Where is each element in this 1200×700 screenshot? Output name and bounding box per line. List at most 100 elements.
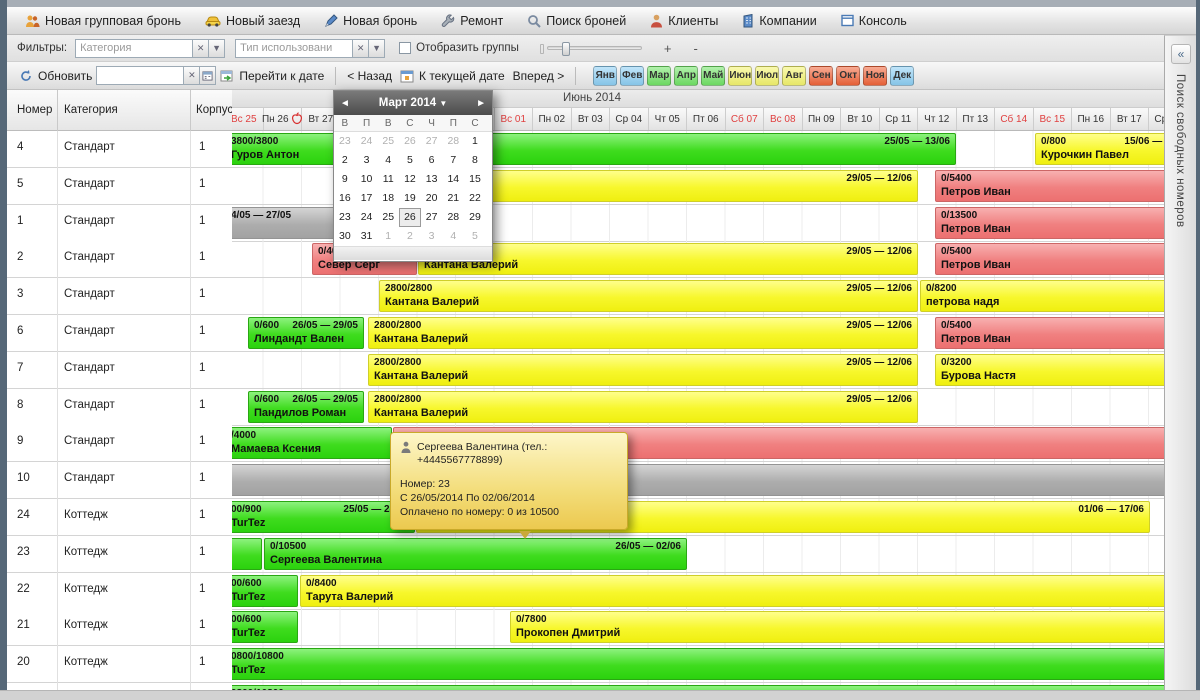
booking-bar[interactable]: 4/05 — 27/05 — [232, 206, 341, 239]
calendar-title[interactable]: Март 2014 ▼ — [378, 97, 448, 109]
calendar-selected-day[interactable]: 26 — [399, 208, 421, 227]
toolbar-button-clients[interactable]: Клиенты — [646, 12, 722, 30]
calendar-day[interactable]: 11 — [382, 173, 394, 185]
calendar-day[interactable]: 28 — [447, 135, 460, 147]
date-header-cell[interactable]: Вт 03 — [572, 108, 610, 130]
toolbar-button-search-bookings[interactable]: Поиск броней — [523, 12, 630, 30]
show-groups-checkbox[interactable] — [399, 42, 412, 54]
calendar-day[interactable]: 3 — [428, 230, 435, 242]
booking-bar[interactable] — [232, 464, 1164, 497]
month-button-авг[interactable]: Авг — [782, 65, 807, 86]
date-header-cell[interactable]: Пн 09 — [803, 108, 841, 130]
calendar-day[interactable]: 12 — [404, 173, 416, 185]
month-button-фев[interactable]: Фев — [620, 65, 645, 86]
calendar-day[interactable]: 8 — [472, 154, 478, 166]
month-button-мар[interactable]: Мар — [647, 65, 672, 86]
calendar-day[interactable]: 4 — [450, 230, 457, 242]
toolbar-button-repair[interactable]: Ремонт — [437, 12, 507, 30]
room-row-8[interactable]: 8 Стандарт 1 — [7, 388, 232, 426]
toolbar-button-new-booking[interactable]: Новая бронь — [320, 12, 421, 30]
calendar-day[interactable]: 24 — [360, 135, 373, 147]
calendar-day[interactable]: 2 — [341, 154, 348, 166]
calendar-day[interactable]: 31 — [360, 230, 373, 242]
back-button[interactable]: < Назад — [347, 68, 392, 83]
room-row-20[interactable]: 20 Коттедж 1 — [7, 646, 232, 684]
toolbar-button-companies[interactable]: Компании — [738, 12, 820, 30]
column-header-number[interactable]: Номер — [17, 104, 53, 116]
calendar-day[interactable]: 18 — [382, 192, 395, 204]
category-filter-input[interactable]: Категория — [75, 38, 194, 58]
month-button-янв[interactable]: Янв — [593, 65, 618, 86]
calendar-icon[interactable] — [200, 66, 217, 85]
zoom-slider[interactable] — [539, 42, 642, 56]
collapse-panel-icon[interactable]: « — [1171, 44, 1191, 64]
booking-bar[interactable]: 0/3200 Бурова Настя — [935, 353, 1164, 386]
refresh-button[interactable]: Обновить — [15, 67, 96, 85]
calendar-day[interactable]: 24 — [360, 211, 373, 223]
calendar-day[interactable]: 14 — [447, 173, 460, 185]
calendar-day[interactable]: 17 — [360, 192, 373, 204]
free-rooms-panel[interactable]: « Поиск свободных номеров — [1164, 35, 1196, 690]
room-row-1[interactable]: 1 Стандарт 1 — [7, 204, 232, 242]
booking-bar[interactable]: 0/600 26/05 — 29/05 Пандилов Роман — [248, 390, 364, 423]
calendar-day[interactable]: 28 — [447, 211, 460, 223]
calendar-day[interactable]: 22 — [469, 192, 481, 204]
clear-icon[interactable]: ✕ — [353, 38, 370, 58]
calendar-day[interactable]: 25 — [382, 211, 395, 223]
room-row-24[interactable]: 24 Коттедж 1 — [7, 499, 232, 536]
date-header-cell[interactable]: Чт 12 — [918, 108, 957, 130]
calendar-day[interactable]: 26 — [404, 135, 416, 147]
room-row-6[interactable]: 6 Стандарт 1 — [7, 315, 232, 352]
chevron-down-icon[interactable]: ▼ — [209, 38, 226, 58]
booking-bar[interactable]: 0/5400 Петров Иван — [935, 169, 1164, 202]
booking-bar[interactable]: 0/600 26/05 — 29/05 Линдандт Вален — [248, 317, 364, 349]
clear-icon[interactable]: ✕ — [193, 38, 210, 58]
booking-bar[interactable]: 0/5400 Петров Иван — [935, 243, 1164, 276]
month-button-дек[interactable]: Дек — [890, 65, 915, 86]
zoom-out-button[interactable]: - — [693, 40, 698, 56]
booking-bar[interactable]: 00/600 TurTez — [232, 611, 298, 644]
clear-icon[interactable]: ✕ — [184, 66, 201, 85]
month-button-июн[interactable]: Июн — [728, 65, 753, 86]
room-row-3[interactable]: 3 Стандарт 1 — [7, 278, 232, 316]
calendar-day[interactable]: 9 — [341, 173, 348, 185]
calendar-day[interactable]: 15 — [469, 173, 481, 185]
room-row-10[interactable]: 10 Стандарт 1 — [7, 462, 232, 500]
room-row-22[interactable]: 22 Коттедж 1 — [7, 572, 232, 610]
room-row-2[interactable]: 2 Стандарт 1 — [7, 241, 232, 279]
date-header-cell[interactable]: Вс 15 — [1034, 108, 1072, 130]
calendar-day[interactable]: 6 — [428, 154, 435, 166]
column-header-category[interactable]: Категория — [64, 104, 118, 116]
calendar-day[interactable]: 13 — [425, 173, 438, 185]
date-header-cell[interactable]: Ср 18 — [1149, 108, 1164, 130]
date-header-cell[interactable]: Вт 17 — [1111, 108, 1149, 130]
calendar-day[interactable]: 5 — [406, 154, 413, 166]
date-header-cell[interactable]: Ср 04 — [610, 108, 649, 130]
usage-type-filter[interactable]: Тип использовани ✕ ▼ — [235, 38, 386, 58]
date-header-cell[interactable]: Пт 06 — [687, 108, 726, 130]
calendar-day[interactable]: 7 — [450, 154, 457, 166]
room-row-21[interactable]: 21 Коттедж 1 — [7, 609, 232, 647]
month-button-апр[interactable]: Апр — [674, 65, 699, 86]
toolbar-button-console[interactable]: Консоль — [837, 12, 911, 30]
room-row-7[interactable]: 7 Стандарт 1 — [7, 351, 232, 389]
date-header-cell[interactable]: Вс 01 — [495, 108, 533, 130]
calendar-day[interactable]: 16 — [339, 192, 351, 204]
calendar-day[interactable]: 5 — [472, 230, 478, 242]
free-rooms-panel-title[interactable]: Поиск свободных номеров — [1174, 74, 1186, 228]
booking-bar[interactable]: 0/8400 Тарута Валерий — [300, 574, 1164, 607]
date-header-cell[interactable]: Чт 05 — [649, 108, 687, 130]
booking-bar[interactable]: 00/900 25/05 — 28/05 TurTez — [232, 501, 415, 533]
room-row-23[interactable]: 23 Коттедж 1 — [7, 535, 232, 573]
calendar-day[interactable]: 19 — [404, 192, 416, 204]
room-row-19[interactable]: 19Коттедж1 — [7, 683, 232, 690]
calendar-day[interactable]: 1 — [472, 135, 478, 147]
forward-button[interactable]: Вперед > — [512, 68, 565, 83]
month-button-июл[interactable]: Июл — [755, 65, 780, 86]
date-header-cell[interactable]: Пн 02 — [533, 108, 572, 130]
